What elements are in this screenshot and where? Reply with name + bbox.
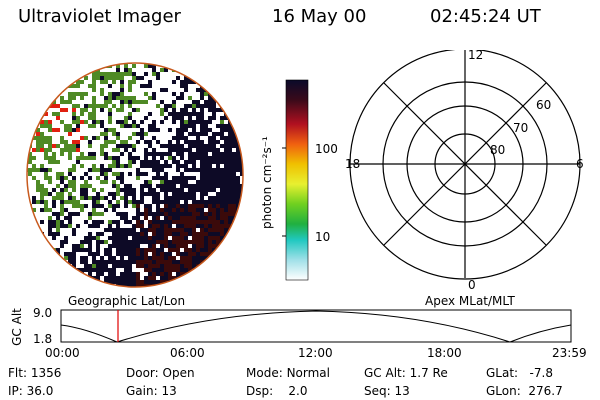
timeline-y-label: GC Alt xyxy=(10,308,24,346)
footer-ip: IP: 36.0 xyxy=(8,384,54,398)
footer-mode: Mode: Normal xyxy=(246,366,330,380)
polar-plot: 12 18 6 0 60 70 80 xyxy=(345,50,584,290)
instrument-title: Ultraviolet Imager xyxy=(18,6,181,27)
colorbar: photon cm⁻²s⁻¹ xyxy=(262,79,309,281)
timeline-xtick-0: 00:00 xyxy=(45,346,80,360)
auroral-image xyxy=(26,62,244,288)
lat-label-70: 70 xyxy=(513,121,528,135)
mlt-label-18: 18 xyxy=(345,157,360,171)
colorbar-label-100: 100 xyxy=(315,142,338,156)
lat-label-60: 60 xyxy=(536,98,551,112)
timeline-xtick-3: 18:00 xyxy=(427,346,462,360)
altitude-curve xyxy=(60,310,572,343)
colorbar-unit-label: photon cm⁻²s⁻¹ xyxy=(262,136,274,229)
mlt-label-0: 0 xyxy=(468,278,476,290)
timeline-ytick-bottom: 1.8 xyxy=(33,332,53,346)
timeline-left-title: Geographic Lat/Lon xyxy=(68,294,186,308)
time-label: 02:45:24 UT xyxy=(430,6,541,27)
timeline-frame xyxy=(60,309,572,343)
timeline-right-title: Apex MLat/MLT xyxy=(425,294,515,308)
colorbar-scale xyxy=(285,79,309,281)
footer-gc-alt: GC Alt: 1.7 Re xyxy=(364,366,448,380)
footer-seq: Seq: 13 xyxy=(364,384,410,398)
timeline-xtick-2: 12:00 xyxy=(298,346,333,360)
image-disk xyxy=(27,63,243,287)
footer-gain: Gain: 13 xyxy=(126,384,177,398)
footer-flt: Flt: 1356 xyxy=(8,366,62,380)
timeline-xtick-4: 23:59 xyxy=(552,346,587,360)
timeline-plot xyxy=(60,309,572,343)
lat-label-80: 80 xyxy=(490,143,505,157)
footer-door: Door: Open xyxy=(126,366,195,380)
timeline-ytick-top: 9.0 xyxy=(33,306,53,320)
colorbar-label-10: 10 xyxy=(315,230,331,244)
footer-dsp: Dsp: 2.0 xyxy=(246,384,308,398)
mlt-label-6: 6 xyxy=(576,157,584,171)
earth-limb xyxy=(26,62,244,288)
mlt-label-12: 12 xyxy=(468,50,483,62)
footer-glon: GLon: 276.7 xyxy=(486,384,563,398)
footer-glat: GLat: -7.8 xyxy=(486,366,553,380)
timeline-xtick-1: 06:00 xyxy=(170,346,205,360)
date-label: 16 May 00 xyxy=(272,6,367,27)
diagonal-2 xyxy=(383,82,547,246)
